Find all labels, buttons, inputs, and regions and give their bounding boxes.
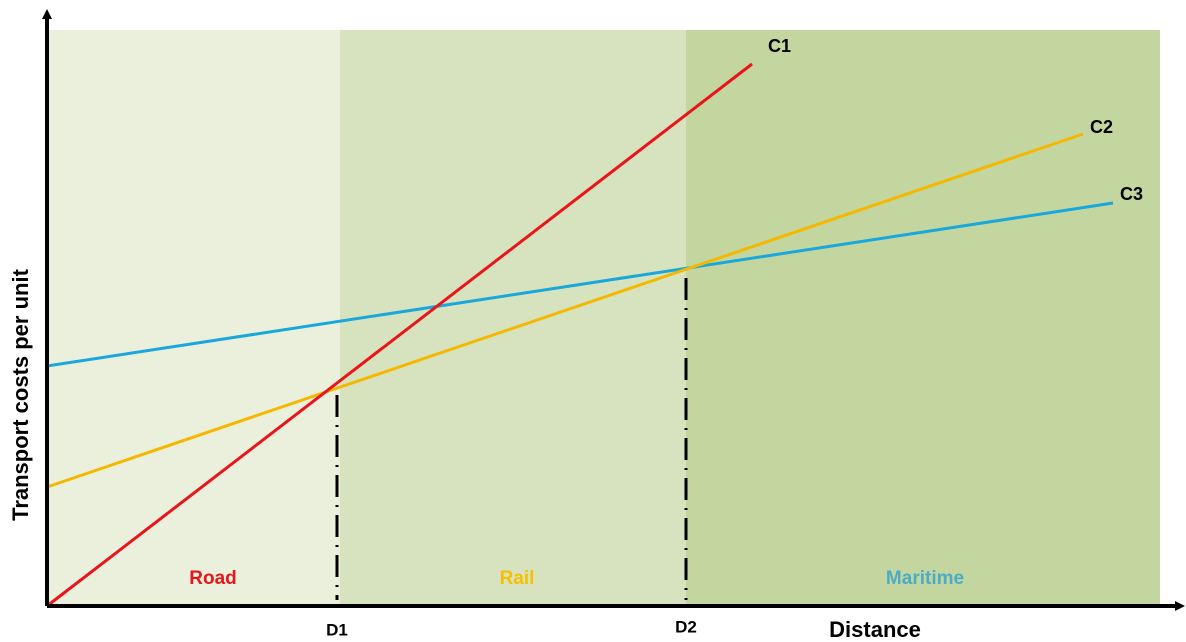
- curve-c3: [46, 201, 1114, 368]
- zone-rail: [340, 30, 686, 606]
- curve-c1: [46, 62, 753, 608]
- x-axis-label: Distance: [829, 617, 921, 642]
- zone-label: Road: [189, 568, 237, 589]
- breakpoint-label: D1: [326, 620, 348, 639]
- curve-label: C2: [1090, 117, 1113, 137]
- curve-label: C3: [1120, 184, 1143, 204]
- zone-road: [47, 30, 340, 606]
- zone-label: Maritime: [886, 568, 964, 589]
- zone-maritime: [686, 30, 1160, 606]
- y-axis-label: Transport costs per unit: [8, 268, 33, 520]
- curve-label: C1: [768, 36, 791, 56]
- zone-label: Rail: [500, 568, 535, 589]
- curve-c2: [46, 132, 1084, 489]
- breakpoint-label: D2: [675, 617, 697, 636]
